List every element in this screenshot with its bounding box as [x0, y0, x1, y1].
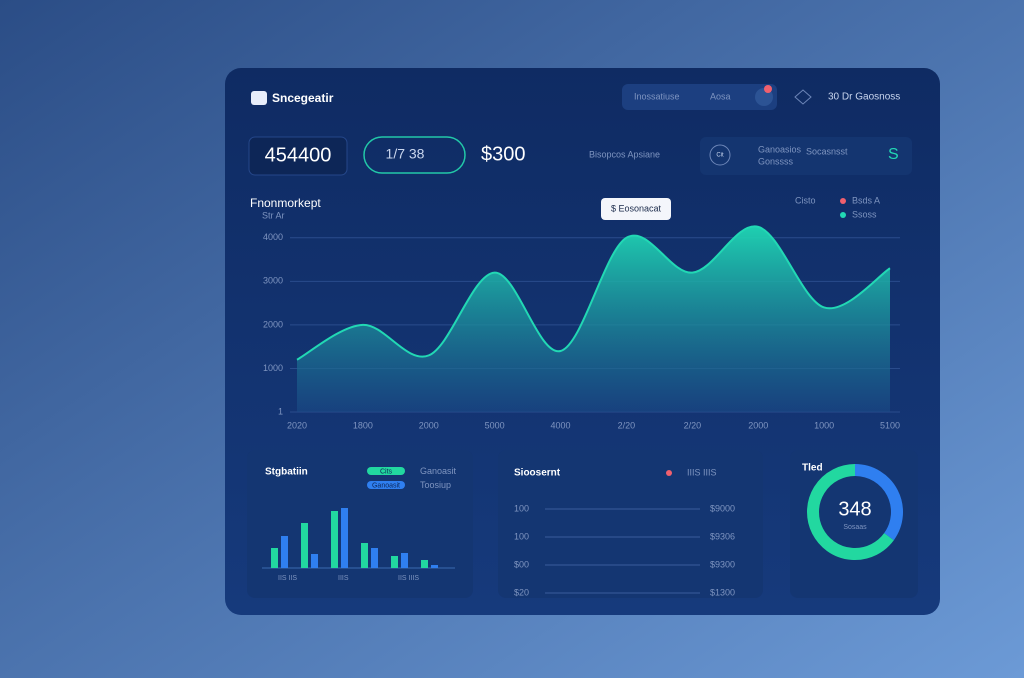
bar — [401, 553, 408, 568]
tooltip-text: $ Eosonacat — [611, 203, 662, 213]
x-tick-label: IIS IIS — [278, 575, 297, 582]
ranking-label: 100 — [514, 503, 529, 513]
bar — [301, 523, 308, 568]
app-title: Sncegeatir — [272, 91, 334, 105]
ranking-legend-dot — [666, 470, 672, 476]
stat-range: 1/7 38 — [386, 146, 425, 162]
donut-value: 348 — [838, 498, 871, 520]
stat-total: 454400 — [265, 144, 332, 166]
y-tick-label: 3000 — [263, 276, 283, 286]
bar — [371, 548, 378, 568]
x-tick-label: 1000 — [814, 420, 834, 430]
notification-dot — [764, 85, 772, 93]
stat-label: Bisopcos Apsiane — [589, 149, 660, 159]
bar — [331, 511, 338, 568]
x-tick-label: 2000 — [748, 420, 768, 430]
donut-segment — [854, 464, 903, 541]
bar — [341, 508, 348, 568]
x-tick-label: 2000 — [419, 420, 439, 430]
legend-title: Cisto — [795, 195, 816, 205]
detail-3: Socasnsst — [806, 146, 848, 156]
bar — [421, 560, 428, 568]
ranking-label: $00 — [514, 559, 529, 569]
ranking-card — [498, 450, 763, 598]
x-tick-label: 2/20 — [684, 420, 702, 430]
legend-swatch — [840, 198, 846, 204]
x-tick-label: 5000 — [485, 420, 505, 430]
detail-2: Gonssss — [758, 156, 794, 166]
ranking-value: $9300 — [710, 559, 735, 569]
x-tick-label: 5100 — [880, 420, 900, 430]
donut-segment — [807, 464, 894, 560]
x-tick-label: 2/20 — [618, 420, 636, 430]
range-pill[interactable] — [363, 136, 466, 174]
bar — [271, 548, 278, 568]
y-tick-label: 1 — [278, 406, 283, 416]
stat-card — [248, 136, 348, 176]
bar — [361, 543, 368, 568]
search-hint: Aosa — [710, 91, 731, 101]
user-name: 30 Dr Gaosnoss — [828, 92, 900, 103]
ranking-value: $1300 — [710, 587, 735, 597]
bar — [281, 536, 288, 568]
ranking-legend: IIIS IIIS — [687, 467, 717, 477]
detail-icon-text: Cit — [716, 153, 724, 159]
legend-entry: Cits — [380, 468, 393, 475]
donut-title: Tled — [802, 463, 823, 474]
x-tick-label: 2020 — [287, 420, 307, 430]
x-tick-label: IIS IIIS — [398, 575, 419, 582]
detail-icon — [709, 144, 731, 166]
y-tick-label: 2000 — [263, 319, 283, 329]
logo — [251, 91, 267, 105]
legend-entry: Ssoss — [852, 209, 877, 219]
stat-amount: $300 — [481, 143, 526, 165]
legend-entry: Ganoasit — [372, 482, 400, 489]
donut-sub: Sosaas — [843, 524, 867, 531]
bar — [391, 556, 398, 568]
y-tick-label: 1000 — [263, 363, 283, 373]
area-fill — [297, 226, 890, 412]
bar-title: Stgbatiin — [265, 467, 308, 478]
y-tick-label: 4000 — [263, 232, 283, 242]
chart-subtitle: Str Ar — [262, 210, 285, 220]
settings-icon[interactable] — [794, 89, 812, 105]
legend-note: Toosiup — [420, 480, 451, 490]
x-tick-label: 1800 — [353, 420, 373, 430]
tooltip — [601, 198, 671, 220]
legend-swatch — [840, 212, 846, 218]
currency-icon: S — [888, 146, 899, 163]
ranking-title: Sioosernt — [514, 468, 561, 479]
legend-chip — [367, 481, 405, 489]
ranking-label: 100 — [514, 531, 529, 541]
area-line — [296, 225, 891, 361]
legend-note: Ganoasit — [420, 466, 457, 476]
detail-1: Ganoasios — [758, 144, 802, 154]
ranking-label: $20 — [514, 587, 529, 597]
ranking-value: $9306 — [710, 531, 735, 541]
search-text: Inossatiuse — [634, 91, 680, 101]
ranking-value: $9000 — [710, 503, 735, 513]
search-box[interactable] — [622, 84, 777, 110]
bar — [311, 554, 318, 568]
x-tick-label: IIIS — [338, 575, 349, 582]
detail-card — [700, 137, 912, 175]
bar — [431, 565, 438, 568]
legend-entry: Bsds A — [852, 195, 880, 205]
chart-title: Fnonmorkept — [250, 196, 321, 210]
legend-chip — [367, 467, 405, 475]
x-tick-label: 4000 — [551, 420, 571, 430]
